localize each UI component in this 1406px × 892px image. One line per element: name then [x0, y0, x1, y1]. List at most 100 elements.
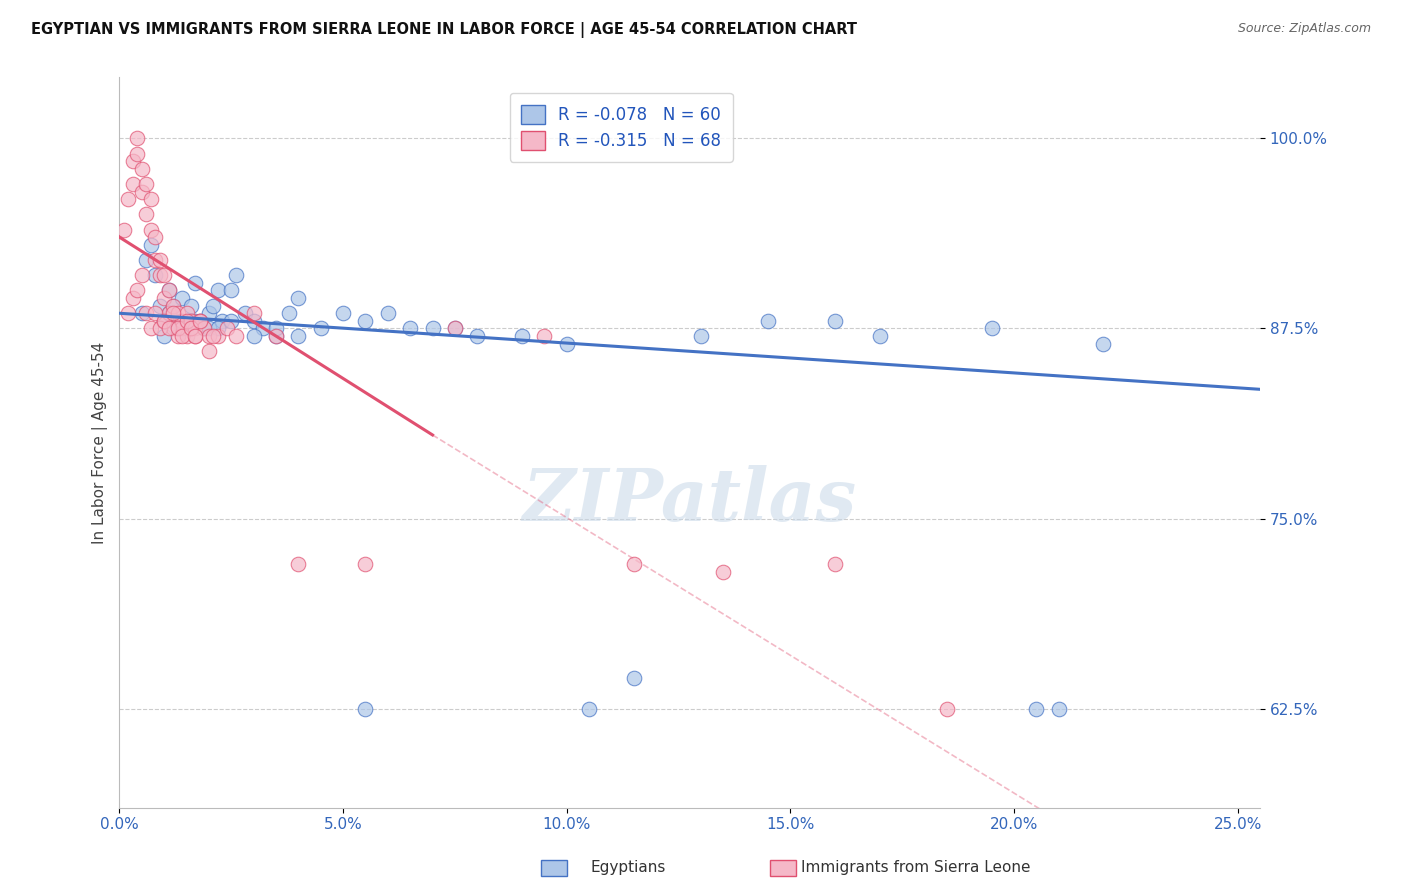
- Point: [131, 161, 153, 176]
- Point: [121, 177, 143, 191]
- Point: [135, 252, 157, 267]
- Point: [143, 268, 166, 283]
- Legend: R = -0.078   N = 60, R = -0.315   N = 68: R = -0.078 N = 60, R = -0.315 N = 68: [510, 93, 733, 161]
- Point: [180, 314, 202, 328]
- Point: [131, 306, 153, 320]
- Point: [690, 329, 713, 343]
- Point: [162, 299, 184, 313]
- Point: [180, 321, 202, 335]
- Point: [157, 306, 180, 320]
- Text: EGYPTIAN VS IMMIGRANTS FROM SIERRA LEONE IN LABOR FORCE | AGE 45-54 CORRELATION : EGYPTIAN VS IMMIGRANTS FROM SIERRA LEONE…: [31, 22, 856, 38]
- Point: [578, 702, 600, 716]
- Point: [935, 702, 957, 716]
- Point: [1092, 336, 1115, 351]
- Point: [211, 314, 233, 328]
- Point: [153, 291, 176, 305]
- Point: [121, 154, 143, 169]
- Point: [157, 284, 180, 298]
- Point: [149, 321, 172, 335]
- Point: [202, 299, 225, 313]
- Point: [188, 314, 211, 328]
- Point: [176, 314, 198, 328]
- Point: [176, 329, 198, 343]
- Point: [139, 321, 162, 335]
- Point: [170, 329, 193, 343]
- Point: [207, 284, 229, 298]
- Point: [377, 306, 399, 320]
- Point: [711, 565, 734, 579]
- Point: [131, 185, 153, 199]
- Point: [127, 146, 149, 161]
- Point: [157, 306, 180, 320]
- Point: [157, 321, 180, 335]
- Point: [184, 276, 207, 290]
- Point: [198, 329, 221, 343]
- Point: [510, 329, 533, 343]
- Point: [162, 314, 184, 328]
- Point: [166, 314, 188, 328]
- Point: [354, 558, 377, 572]
- Point: [153, 314, 176, 328]
- Point: [135, 306, 157, 320]
- Point: [162, 306, 184, 320]
- Point: [153, 329, 176, 343]
- Point: [135, 207, 157, 221]
- Point: [623, 671, 645, 685]
- Point: [824, 314, 846, 328]
- Point: [139, 222, 162, 236]
- Point: [198, 306, 221, 320]
- Point: [166, 329, 188, 343]
- Point: [233, 306, 256, 320]
- Point: [354, 702, 377, 716]
- Point: [444, 321, 467, 335]
- Point: [139, 237, 162, 252]
- Point: [219, 314, 242, 328]
- Point: [153, 268, 176, 283]
- Point: [869, 329, 891, 343]
- Point: [198, 321, 221, 335]
- Point: [278, 306, 301, 320]
- Point: [242, 329, 264, 343]
- Point: [264, 321, 287, 335]
- Point: [184, 321, 207, 335]
- Point: [180, 299, 202, 313]
- Point: [162, 299, 184, 313]
- Point: [135, 177, 157, 191]
- Point: [207, 321, 229, 335]
- Point: [980, 321, 1002, 335]
- Point: [176, 306, 198, 320]
- Text: Immigrants from Sierra Leone: Immigrants from Sierra Leone: [801, 860, 1031, 874]
- Point: [117, 306, 139, 320]
- Point: [180, 321, 202, 335]
- Point: [117, 192, 139, 206]
- Point: [153, 314, 176, 328]
- Point: [215, 321, 238, 335]
- Point: [127, 284, 149, 298]
- Point: [143, 252, 166, 267]
- Point: [184, 314, 207, 328]
- Point: [533, 329, 555, 343]
- Point: [287, 329, 309, 343]
- Point: [193, 321, 215, 335]
- Point: [219, 284, 242, 298]
- Point: [143, 306, 166, 320]
- Text: Source: ZipAtlas.com: Source: ZipAtlas.com: [1237, 22, 1371, 36]
- Point: [149, 268, 172, 283]
- Point: [184, 329, 207, 343]
- Point: [112, 222, 135, 236]
- Point: [198, 344, 221, 359]
- Point: [188, 314, 211, 328]
- Point: [422, 321, 444, 335]
- Point: [202, 329, 225, 343]
- Point: [153, 314, 176, 328]
- Point: [252, 321, 274, 335]
- Point: [170, 321, 193, 335]
- Point: [399, 321, 422, 335]
- Point: [127, 131, 149, 145]
- Point: [166, 306, 188, 320]
- Point: [207, 329, 229, 343]
- Point: [166, 321, 188, 335]
- Point: [756, 314, 779, 328]
- Point: [143, 230, 166, 244]
- Point: [225, 329, 247, 343]
